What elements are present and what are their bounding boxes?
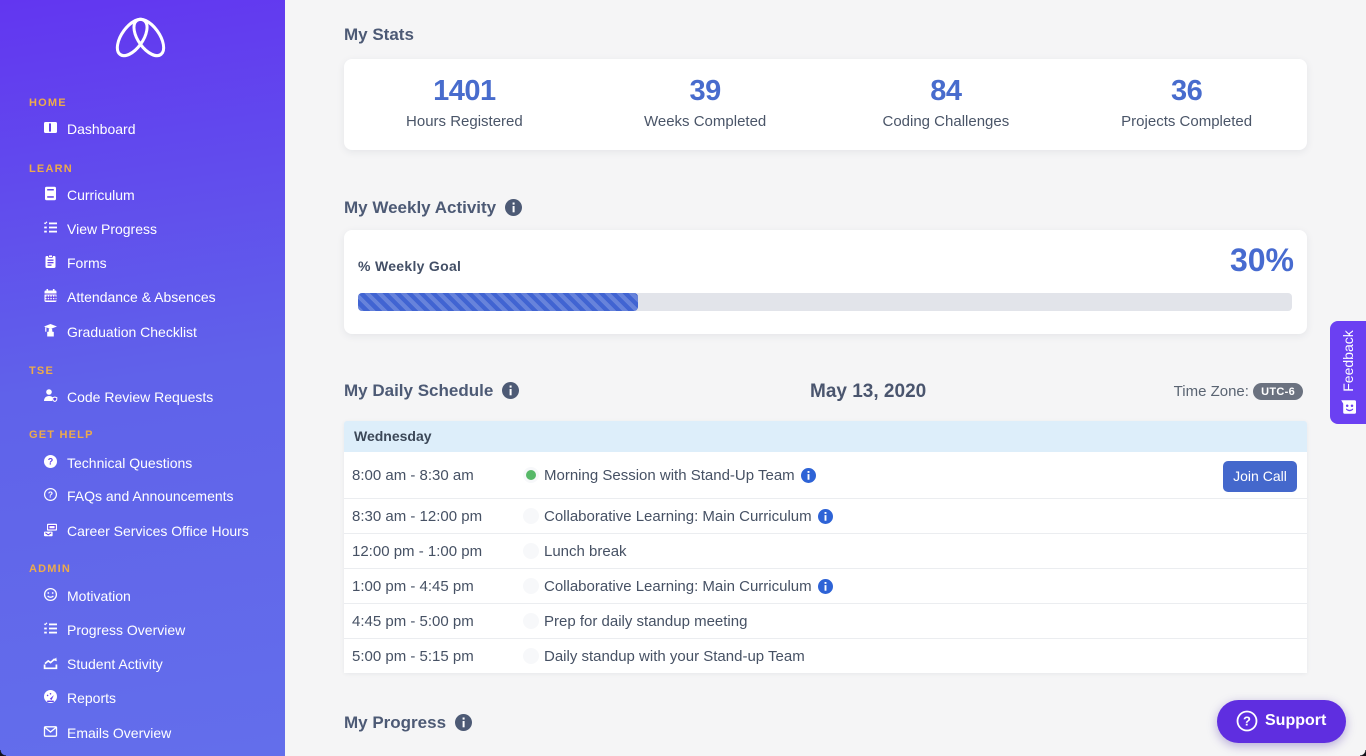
svg-text:?: ? [48,489,53,499]
svg-text:?: ? [1243,714,1251,729]
svg-text:?: ? [48,457,54,467]
